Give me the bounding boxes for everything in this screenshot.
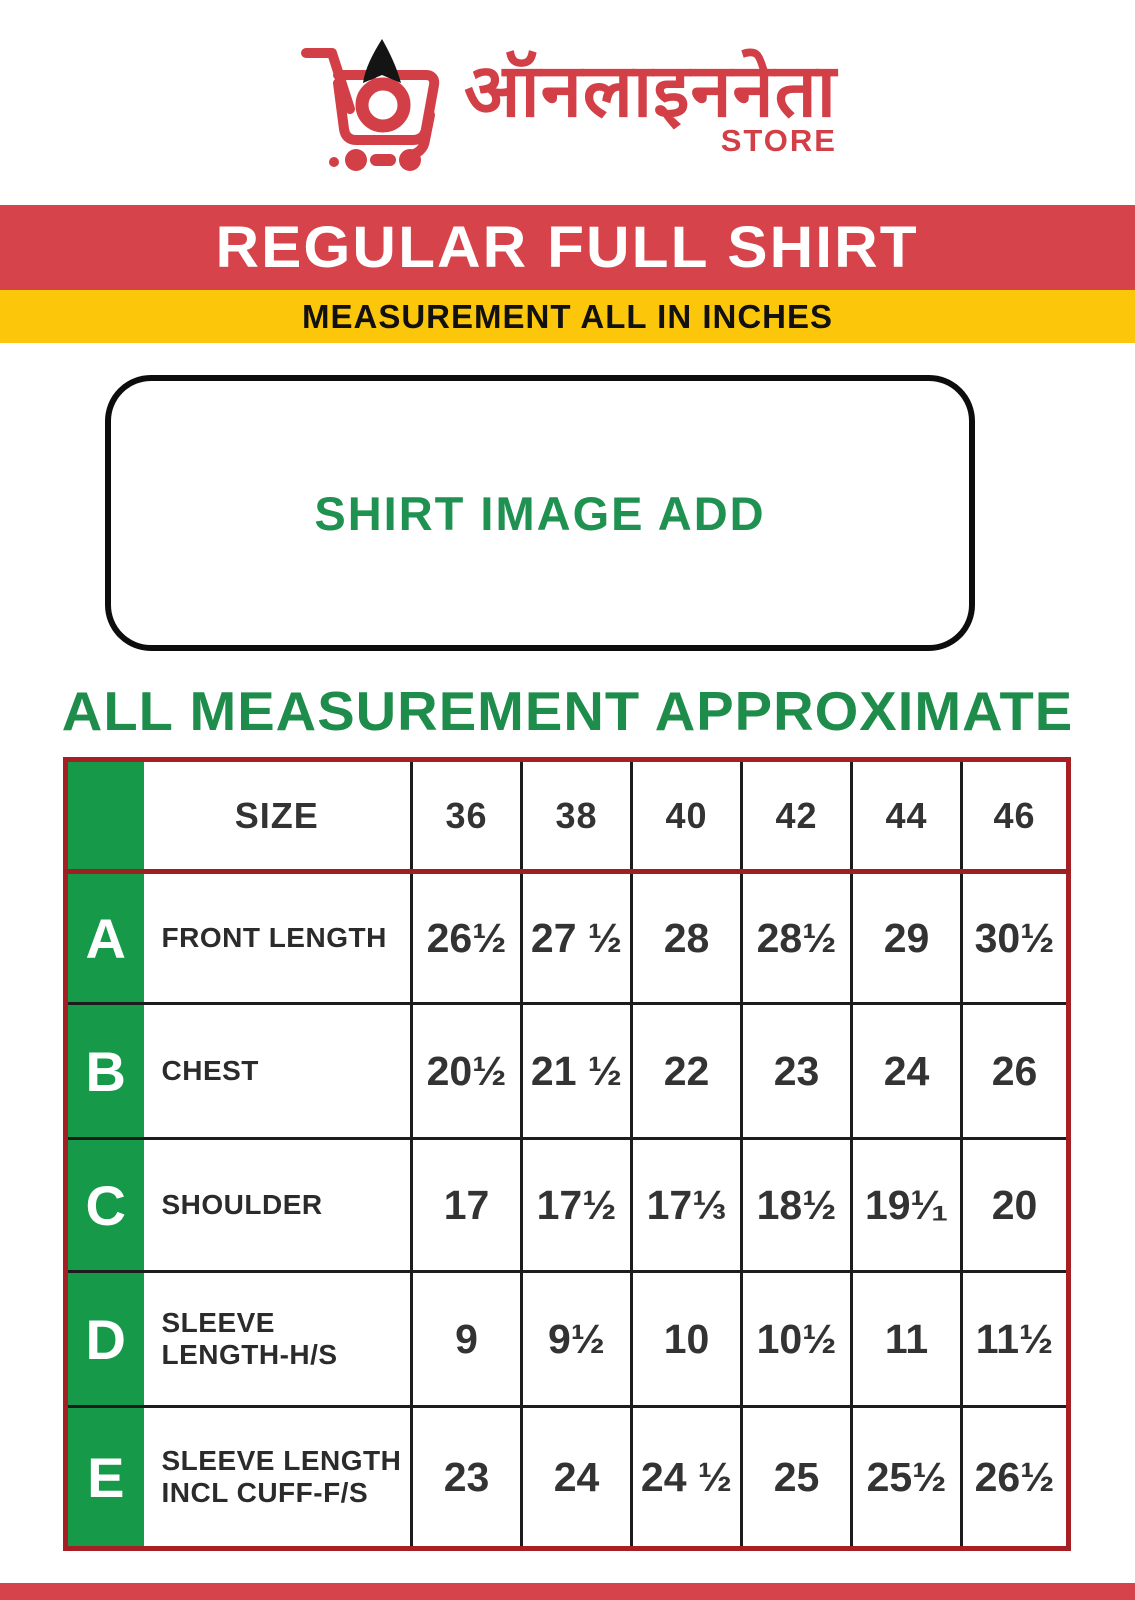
value-cell: 9½ xyxy=(520,1270,632,1407)
shirt-image-placeholder-label: SHIRT IMAGE ADD xyxy=(314,486,766,540)
size-col-46: 46 xyxy=(960,759,1069,872)
table-row-sleeve-length-cuff-fs: E SLEEVE LENGTH INCL CUFF-F/S 23 24 24 ½… xyxy=(65,1405,1069,1549)
row-key: E xyxy=(65,1405,144,1549)
value-cell: 26½ xyxy=(410,869,522,1004)
value-cell: 25½ xyxy=(850,1405,962,1549)
size-chart-table: SIZE 36 38 40 42 44 46 A FRONT LENGTH 26… xyxy=(63,757,1071,1551)
value-cell: 28 xyxy=(630,869,742,1004)
table-row-shoulder: C SHOULDER 17 17½ 17⅓ 18½ 19¹⁄₁ 20 xyxy=(65,1137,1069,1272)
value-cell: 11½ xyxy=(960,1270,1069,1407)
value-cell: 28½ xyxy=(740,869,852,1004)
title-banner: REGULAR FULL SHIRT xyxy=(0,205,1135,290)
value-cell: 17 xyxy=(410,1137,522,1272)
row-key: C xyxy=(65,1137,144,1272)
value-cell: 24 xyxy=(850,1002,962,1139)
value-cell: 20½ xyxy=(410,1002,522,1139)
value-cell: 27 ½ xyxy=(520,869,632,1004)
value-cell: 22 xyxy=(630,1002,742,1139)
row-label: SLEEVE LENGTH-H/S xyxy=(143,1270,412,1407)
row-label: SHOULDER xyxy=(143,1137,412,1272)
subtitle-banner: MEASUREMENT ALL IN INCHES xyxy=(0,290,1135,343)
brand-logo: ऑनलाइननेता STORE xyxy=(0,0,1135,205)
table-row-sleeve-length-hs: D SLEEVE LENGTH-H/S 9 9½ 10 10½ 11 11½ xyxy=(65,1270,1069,1407)
brand-text-block: ऑनलाइननेता STORE xyxy=(464,48,837,160)
row-label: SLEEVE LENGTH INCL CUFF-F/S xyxy=(143,1405,412,1549)
shopping-cart-icon xyxy=(301,38,440,171)
letter-header-cell xyxy=(65,759,144,872)
size-col-40: 40 xyxy=(630,759,742,872)
table-row-front-length: A FRONT LENGTH 26½ 27 ½ 28 28½ 29 30½ xyxy=(65,869,1069,1004)
value-cell: 21 ½ xyxy=(520,1002,632,1139)
product-title: REGULAR FULL SHIRT xyxy=(215,215,920,280)
row-key: B xyxy=(65,1002,144,1139)
measurement-note: MEASUREMENT ALL IN INCHES xyxy=(301,297,834,335)
row-label: CHEST xyxy=(143,1002,412,1139)
row-label: FRONT LENGTH xyxy=(143,869,412,1004)
brand-store-label: STORE xyxy=(720,123,837,159)
value-cell: 26½ xyxy=(960,1405,1069,1549)
value-cell: 30½ xyxy=(960,869,1069,1004)
value-cell: 23 xyxy=(410,1405,522,1549)
value-cell: 26 xyxy=(960,1002,1069,1139)
value-cell: 11 xyxy=(850,1270,962,1407)
value-cell: 24 ½ xyxy=(630,1405,742,1549)
table-header-row: SIZE 36 38 40 42 44 46 xyxy=(65,759,1069,872)
value-cell: 18½ xyxy=(740,1137,852,1272)
value-cell: 24 xyxy=(520,1405,632,1549)
value-cell: 17⅓ xyxy=(630,1137,742,1272)
footer-accent-strip xyxy=(0,1583,1135,1600)
size-col-42: 42 xyxy=(740,759,852,872)
value-cell: 17½ xyxy=(520,1137,632,1272)
value-cell: 29 xyxy=(850,869,962,1004)
size-col-36: 36 xyxy=(410,759,522,872)
value-cell: 19¹⁄₁ xyxy=(850,1137,962,1272)
size-col-44: 44 xyxy=(850,759,962,872)
value-cell: 9 xyxy=(410,1270,522,1407)
value-cell: 10 xyxy=(630,1270,742,1407)
value-cell: 25 xyxy=(740,1405,852,1549)
brand-name: ऑनलाइननेता xyxy=(464,48,837,132)
row-key: D xyxy=(65,1270,144,1407)
value-cell: 20 xyxy=(960,1137,1069,1272)
size-col-38: 38 xyxy=(520,759,632,872)
shirt-image-placeholder: SHIRT IMAGE ADD xyxy=(105,375,975,651)
value-cell: 10½ xyxy=(740,1270,852,1407)
value-cell: 23 xyxy=(740,1002,852,1139)
approximate-heading: ALL MEASUREMENT APPROXIMATE xyxy=(61,680,1074,742)
table-row-chest: B CHEST 20½ 21 ½ 22 23 24 26 xyxy=(65,1002,1069,1139)
size-header-label: SIZE xyxy=(234,794,319,836)
row-key: A xyxy=(65,869,144,1004)
